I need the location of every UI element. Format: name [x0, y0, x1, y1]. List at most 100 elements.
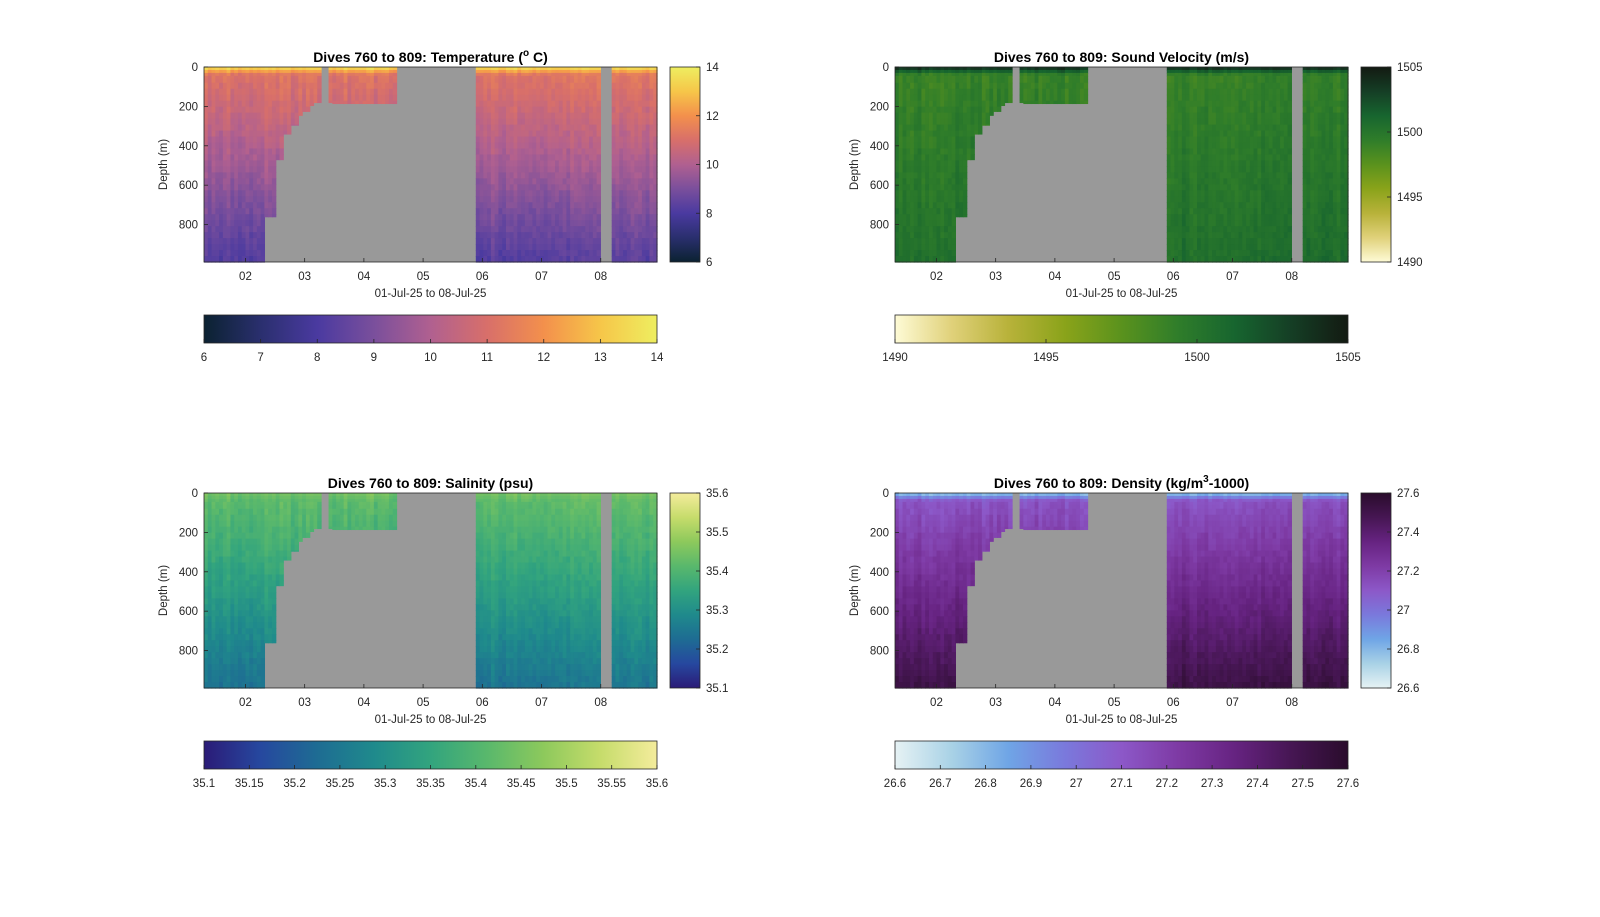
heatmap-cell [925, 112, 930, 120]
heatmap-cell [517, 69, 522, 74]
heatmap-cell [1068, 75, 1074, 80]
heatmap-cell [638, 220, 643, 227]
heatmap-cell [1204, 100, 1209, 108]
heatmap-cell [532, 78, 537, 84]
heatmap-cell [517, 256, 522, 263]
heatmap-cell [1276, 75, 1281, 80]
heatmap-cell [366, 72, 371, 77]
heatmap-cell [555, 136, 560, 144]
heatmap-cell [1257, 67, 1262, 71]
heatmap-cell [215, 136, 220, 144]
heatmap-cell [370, 78, 375, 84]
heatmap-cell [641, 214, 647, 221]
heatmap-cell [932, 244, 938, 251]
heatmap-cell [570, 238, 575, 245]
heatmap-cell [966, 69, 972, 74]
heatmap-cell [649, 69, 654, 74]
heatmap-cell [1321, 67, 1326, 71]
heatmap-cell [256, 190, 262, 197]
heatmap-cell [1283, 78, 1289, 84]
heatmap-cell [253, 184, 258, 191]
heatmap-cell [532, 220, 537, 227]
heatmap-cell [581, 148, 586, 156]
heatmap-cell [645, 220, 651, 227]
heatmap-cell [1268, 172, 1274, 179]
heatmap-cell [555, 94, 560, 102]
heatmap-cell [1264, 78, 1270, 84]
heatmap-cell [1185, 94, 1191, 102]
heatmap-cell [524, 202, 530, 209]
heatmap-cell [517, 208, 522, 215]
heatmap-cell [222, 226, 228, 233]
heatmap-cell [895, 196, 900, 203]
heatmap-cell [619, 118, 624, 126]
heatmap-cell [1242, 72, 1247, 77]
heatmap-cell [1185, 238, 1191, 245]
heatmap-cell [237, 94, 243, 102]
heatmap-cell [615, 124, 620, 132]
heatmap-cell [524, 100, 530, 108]
heatmap-cell [388, 100, 394, 105]
heatmap-cell [388, 88, 394, 96]
heatmap-cell [1325, 82, 1330, 90]
heatmap-cell [581, 94, 586, 102]
heatmap-cell [638, 214, 643, 221]
heatmap-cell [343, 75, 349, 80]
heatmap-cell [936, 184, 941, 191]
heatmap-cell [268, 196, 273, 203]
heatmap-cell [917, 118, 923, 126]
heatmap-cell [611, 72, 617, 77]
heatmap-cell [936, 94, 941, 102]
heatmap-cell [475, 220, 481, 227]
heatmap-cell [910, 160, 915, 167]
heatmap-cell [245, 208, 250, 215]
heatmap-cell [944, 72, 949, 77]
heatmap-cell [1208, 232, 1213, 239]
heatmap-cell [1329, 72, 1334, 77]
heatmap-cell [494, 226, 500, 233]
heatmap-cell [1261, 160, 1266, 167]
heatmap-cell [528, 190, 534, 197]
heatmap-cell [388, 78, 394, 84]
heatmap-cell [1329, 166, 1334, 173]
heatmap-cell [1219, 238, 1225, 245]
heatmap-cell [256, 78, 262, 84]
heatmap-cell [936, 250, 941, 257]
heatmap-cell [1314, 226, 1319, 233]
heatmap-cell [570, 72, 575, 77]
heatmap-cell [509, 112, 515, 120]
heatmap-cell [392, 69, 398, 74]
heatmap-cell [1329, 106, 1334, 114]
heatmap-cell [1242, 226, 1247, 233]
heatmap-cell [275, 88, 281, 96]
heatmap-cell [1181, 208, 1187, 215]
bottom-colorbar-label: 12 [537, 352, 550, 364]
heatmap-cell [521, 78, 526, 84]
heatmap-cell [494, 214, 500, 221]
heatmap-cell [1276, 130, 1281, 138]
heatmap-cell [271, 184, 277, 191]
heatmap-cell [592, 154, 598, 162]
heatmap-cell [947, 69, 953, 74]
heatmap-cell [226, 184, 232, 191]
heatmap-cell [283, 106, 288, 114]
heatmap-cell [237, 166, 243, 173]
heatmap-cell [1287, 214, 1292, 221]
heatmap-cell [906, 208, 911, 215]
heatmap-cell [1238, 238, 1243, 245]
heatmap-cell [498, 88, 503, 96]
heatmap-cell [615, 160, 620, 167]
heatmap-cell [555, 166, 560, 173]
heatmap-cell [649, 118, 654, 126]
heatmap-cell [543, 220, 549, 227]
heatmap-cell [264, 112, 269, 120]
heatmap-cell [1049, 78, 1055, 84]
heatmap-cell [936, 256, 941, 263]
heatmap-cell [536, 160, 541, 167]
heatmap-cell [392, 94, 398, 102]
heatmap-cell [589, 250, 594, 257]
heatmap-cell [1061, 69, 1066, 74]
heatmap-cell [230, 112, 235, 120]
heatmap-cell [1019, 78, 1024, 84]
heatmap-cell [996, 75, 1002, 80]
